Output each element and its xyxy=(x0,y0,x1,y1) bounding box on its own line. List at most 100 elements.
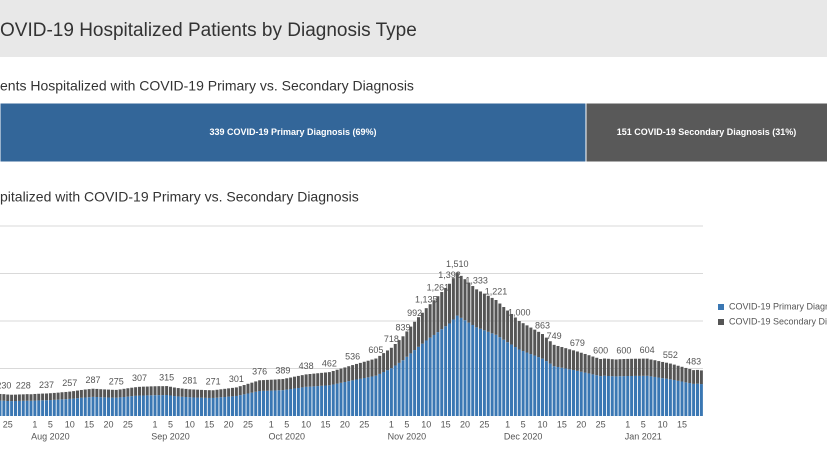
bar-segment xyxy=(370,376,374,416)
bar-segment xyxy=(99,389,103,398)
bar-segment xyxy=(99,397,103,416)
x-tick-label: 10 xyxy=(185,419,195,429)
total-label: 863 xyxy=(535,320,550,330)
total-label: 483 xyxy=(686,356,701,366)
bar-segment xyxy=(188,397,192,416)
bar-segment xyxy=(614,359,618,377)
bar-segment xyxy=(308,386,312,416)
bar-segment xyxy=(72,391,76,399)
bar-segment xyxy=(293,376,296,389)
bar-segment xyxy=(45,400,48,416)
bar-segment xyxy=(184,388,188,397)
bar-segment xyxy=(630,358,634,377)
bar-segment xyxy=(585,102,827,163)
bar-segment xyxy=(362,361,366,378)
bar-label: 339 COVID-19 Primary Diagnosis (69%) xyxy=(209,127,376,137)
bar-segment xyxy=(196,389,200,398)
bar-segment xyxy=(238,395,242,416)
total-label: 462 xyxy=(322,358,337,368)
bar-segment xyxy=(521,351,525,416)
bar-segment xyxy=(231,396,234,416)
bar-segment xyxy=(358,362,362,379)
bar-segment xyxy=(176,388,180,397)
bar-segment xyxy=(595,375,599,416)
bar-segment xyxy=(382,353,386,373)
bar-segment xyxy=(227,396,231,416)
bar-segment xyxy=(60,392,64,400)
bar-segment xyxy=(374,358,378,376)
bar-segment xyxy=(386,370,389,416)
bar-segment xyxy=(242,394,246,416)
x-tick-label: 10 xyxy=(301,419,311,429)
total-label: 1,510 xyxy=(446,259,469,269)
bar-segment xyxy=(413,321,417,351)
bar-segment xyxy=(52,399,56,416)
bar-segment xyxy=(33,400,37,416)
bar-segment xyxy=(273,379,277,391)
bar-segment xyxy=(696,383,699,416)
bar-segment xyxy=(378,373,382,416)
bar-segment xyxy=(14,394,17,401)
bar-segment xyxy=(60,399,64,416)
bar-segment xyxy=(521,323,525,352)
bar-segment xyxy=(25,400,29,416)
bar-segment xyxy=(335,383,339,416)
bar-segment xyxy=(455,315,459,416)
bar-segment xyxy=(552,366,556,416)
bar-segment xyxy=(2,400,6,416)
x-tick-label: 20 xyxy=(224,419,234,429)
total-label: 376 xyxy=(252,367,267,377)
bar-segment xyxy=(83,397,87,416)
bar-segment xyxy=(0,393,2,401)
bar-segment xyxy=(649,376,653,416)
x-tick-label: 25 xyxy=(479,419,489,429)
bar-segment xyxy=(304,374,308,387)
bar-segment xyxy=(79,389,83,398)
bar-segment xyxy=(188,389,192,398)
bar-segment xyxy=(68,398,72,416)
total-label: 315 xyxy=(159,372,174,382)
total-label: 389 xyxy=(275,365,290,375)
bar-segment xyxy=(548,341,552,364)
bar-segment xyxy=(242,385,246,395)
bar-segment xyxy=(130,396,134,416)
bar-segment xyxy=(37,393,41,401)
bar-segment xyxy=(95,388,99,397)
bar-segment xyxy=(471,324,475,416)
bar-segment xyxy=(552,344,556,367)
bar-segment xyxy=(118,389,122,398)
bar-segment xyxy=(33,393,37,401)
bar-segment xyxy=(138,395,141,416)
bar-segment xyxy=(389,347,393,369)
bar-segment xyxy=(246,393,250,416)
bar-segment xyxy=(48,400,52,416)
bar-segment xyxy=(293,388,296,416)
bar-segment xyxy=(254,381,258,392)
bar-segment xyxy=(64,391,68,400)
x-tick-label: 15 xyxy=(441,419,451,429)
bar-segment xyxy=(498,303,502,338)
bar-segment xyxy=(575,351,579,371)
x-tick-label: 25 xyxy=(123,419,133,429)
bar-segment xyxy=(296,387,300,416)
bar-segment xyxy=(641,375,645,416)
bar-segment xyxy=(130,387,134,397)
total-label: 1,392 xyxy=(438,270,461,280)
bar-segment xyxy=(289,389,293,416)
bar-segment xyxy=(300,375,304,388)
bar-segment xyxy=(444,326,448,416)
bar-segment xyxy=(688,368,692,384)
x-tick-label: 25 xyxy=(243,419,253,429)
bar-segment xyxy=(41,393,45,401)
x-tick-label: 25 xyxy=(3,419,13,429)
bar-segment xyxy=(203,397,207,416)
bar-segment xyxy=(161,386,165,396)
month-label: Oct 2020 xyxy=(268,431,305,441)
bar-segment xyxy=(76,398,79,416)
bar-segment xyxy=(482,293,486,331)
bar-segment xyxy=(374,375,378,416)
bar-segment xyxy=(564,348,568,369)
bar-segment xyxy=(494,300,498,335)
bar-segment xyxy=(413,350,417,416)
header-bar xyxy=(0,0,827,57)
